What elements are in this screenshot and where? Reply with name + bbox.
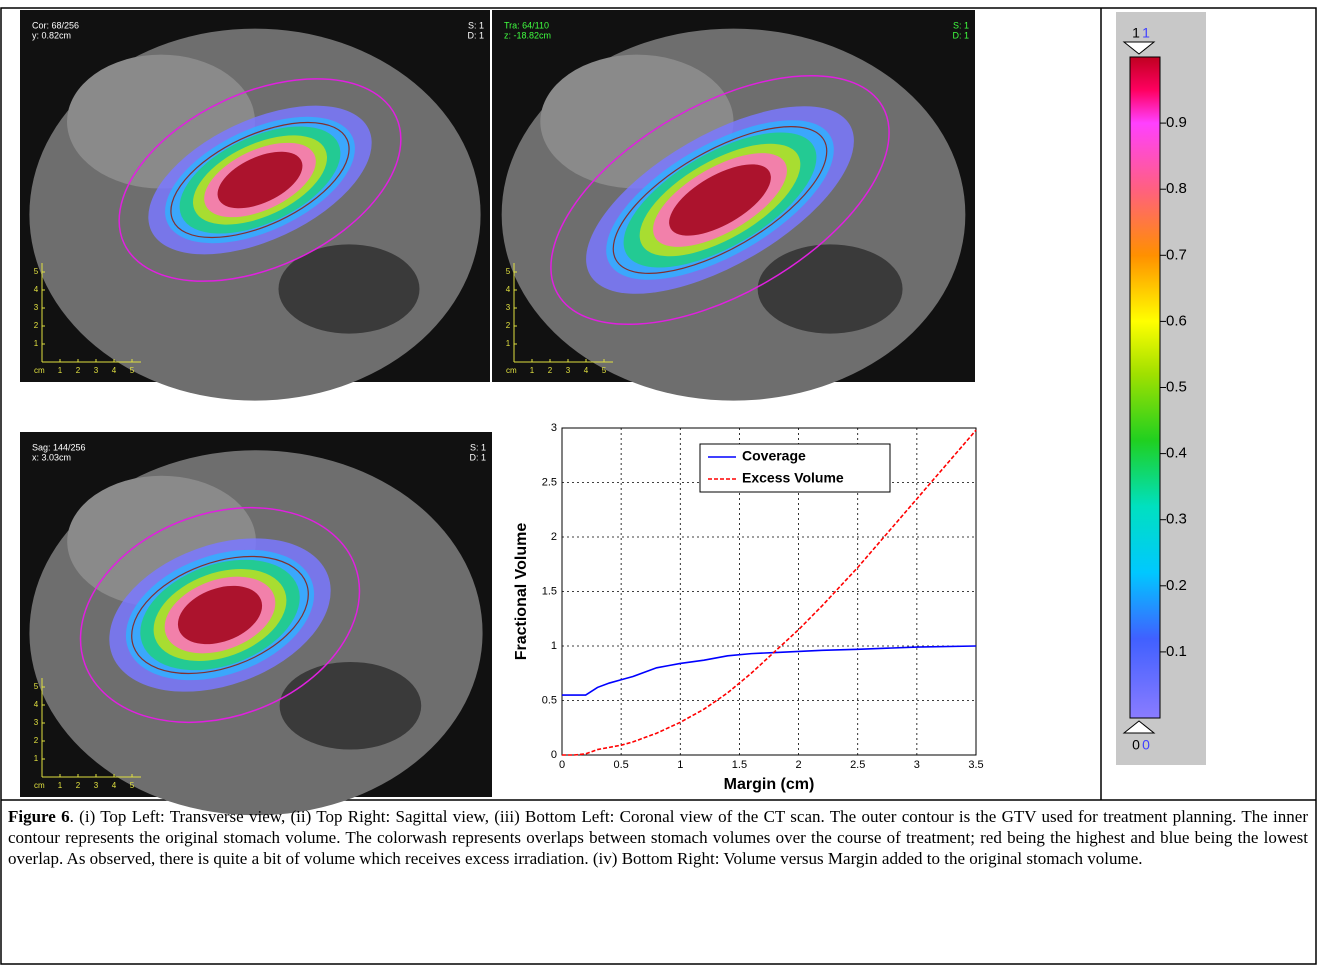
ruler-label: 3 <box>566 366 571 375</box>
ct-organ <box>280 662 422 750</box>
ruler-label: 3 <box>34 303 39 312</box>
legend-label: Excess Volume <box>742 470 844 486</box>
x-tick-label: 2.5 <box>850 759 865 771</box>
ruler-label: 5 <box>34 682 39 691</box>
colorbar-top-label: 1 <box>1132 25 1140 41</box>
colorbar-tick-label: 0.6 <box>1166 312 1187 329</box>
view-info: D: 1 <box>467 30 484 40</box>
y-tick-label: 3 <box>551 422 557 434</box>
ruler-label: 5 <box>130 366 135 375</box>
ruler-label: 2 <box>76 366 81 375</box>
view-info: D: 1 <box>469 452 486 462</box>
y-tick-label: 1 <box>551 640 557 652</box>
ruler-label: 4 <box>112 366 117 375</box>
view-info: S: 1 <box>468 20 484 30</box>
page: 1 1 0 0 Cor: 68/256y: 0.82cmS: 1D: 1cm11… <box>0 0 1317 965</box>
y-tick-label: 2 <box>551 531 557 543</box>
ruler-label: 4 <box>112 781 117 790</box>
ruler-label: 3 <box>34 718 39 727</box>
view-info: z: -18.82cm <box>504 30 551 40</box>
view-info: x: 3.03cm <box>32 452 71 462</box>
x-axis-label: Margin (cm) <box>724 776 815 793</box>
colorbar-tick-label: 0.4 <box>1166 445 1187 462</box>
colorbar-bottom-label-blue: 0 <box>1142 737 1150 753</box>
ruler-label: 3 <box>94 781 99 790</box>
ruler-label: 2 <box>548 366 553 375</box>
x-tick-label: 0.5 <box>613 759 628 771</box>
ruler-unit: cm <box>506 366 517 375</box>
x-tick-label: 1.5 <box>732 759 747 771</box>
colorbar <box>1130 57 1160 718</box>
colorbar-tick-label: 0.5 <box>1166 378 1187 395</box>
view-info: Cor: 68/256 <box>32 20 79 30</box>
ruler-label: 4 <box>506 285 511 294</box>
colorbar-tick-label: 0.1 <box>1166 643 1187 660</box>
ruler-label: 2 <box>34 736 39 745</box>
y-tick-label: 0.5 <box>542 694 557 706</box>
colorbar-tick-label: 0.8 <box>1166 180 1187 197</box>
ruler-unit: cm <box>34 781 45 790</box>
ruler-label: 3 <box>94 366 99 375</box>
ruler-label: 4 <box>584 366 589 375</box>
y-axis-label: Fractional Volume <box>513 523 530 661</box>
view-info: S: 1 <box>953 20 969 30</box>
y-tick-label: 0 <box>551 749 557 761</box>
x-tick-label: 1 <box>677 759 683 771</box>
ruler-label: 5 <box>602 366 607 375</box>
ruler-label: 3 <box>506 303 511 312</box>
ruler-label: 5 <box>506 267 511 276</box>
ruler-label: 1 <box>58 781 63 790</box>
caption-label: Figure 6 <box>8 807 70 826</box>
colorbar-bottom-label: 0 <box>1132 737 1140 753</box>
caption: Figure 6. (i) Top Left: Transverse view,… <box>8 806 1308 869</box>
ruler-unit: cm <box>34 366 45 375</box>
ruler-label: 4 <box>34 700 39 709</box>
colorbar-tick-label: 0.9 <box>1166 114 1187 131</box>
ruler-label: 2 <box>34 321 39 330</box>
view-info: D: 1 <box>952 30 969 40</box>
view-info: Sag: 144/256 <box>32 442 86 452</box>
ruler-label: 1 <box>58 366 63 375</box>
ruler-label: 1 <box>506 339 511 348</box>
view-info: y: 0.82cm <box>32 30 71 40</box>
ruler-label: 5 <box>130 781 135 790</box>
view-info: Tra: 64/110 <box>504 20 549 30</box>
ruler-label: 2 <box>506 321 511 330</box>
colorbar-tick-label: 0.7 <box>1166 246 1187 263</box>
colorbar-tick-label: 0.2 <box>1166 577 1187 594</box>
ruler-label: 1 <box>34 339 39 348</box>
ruler-label: 1 <box>530 366 535 375</box>
legend-label: Coverage <box>742 448 806 464</box>
view-info: S: 1 <box>470 442 486 452</box>
ct-organ <box>758 244 903 333</box>
ruler-label: 5 <box>34 267 39 276</box>
y-tick-label: 1.5 <box>542 585 557 597</box>
y-tick-label: 2.5 <box>542 476 557 488</box>
colorbar-top-label-blue: 1 <box>1142 25 1150 41</box>
caption-text: . (i) Top Left: Transverse view, (ii) To… <box>8 807 1308 868</box>
ruler-label: 4 <box>34 285 39 294</box>
colorbar-tick-label: 0.3 <box>1166 511 1187 528</box>
ruler-label: 2 <box>76 781 81 790</box>
x-tick-label: 3.5 <box>968 759 983 771</box>
x-tick-label: 3 <box>914 759 920 771</box>
ruler-label: 1 <box>34 754 39 763</box>
x-tick-label: 2 <box>796 759 802 771</box>
x-tick-label: 0 <box>559 759 565 771</box>
